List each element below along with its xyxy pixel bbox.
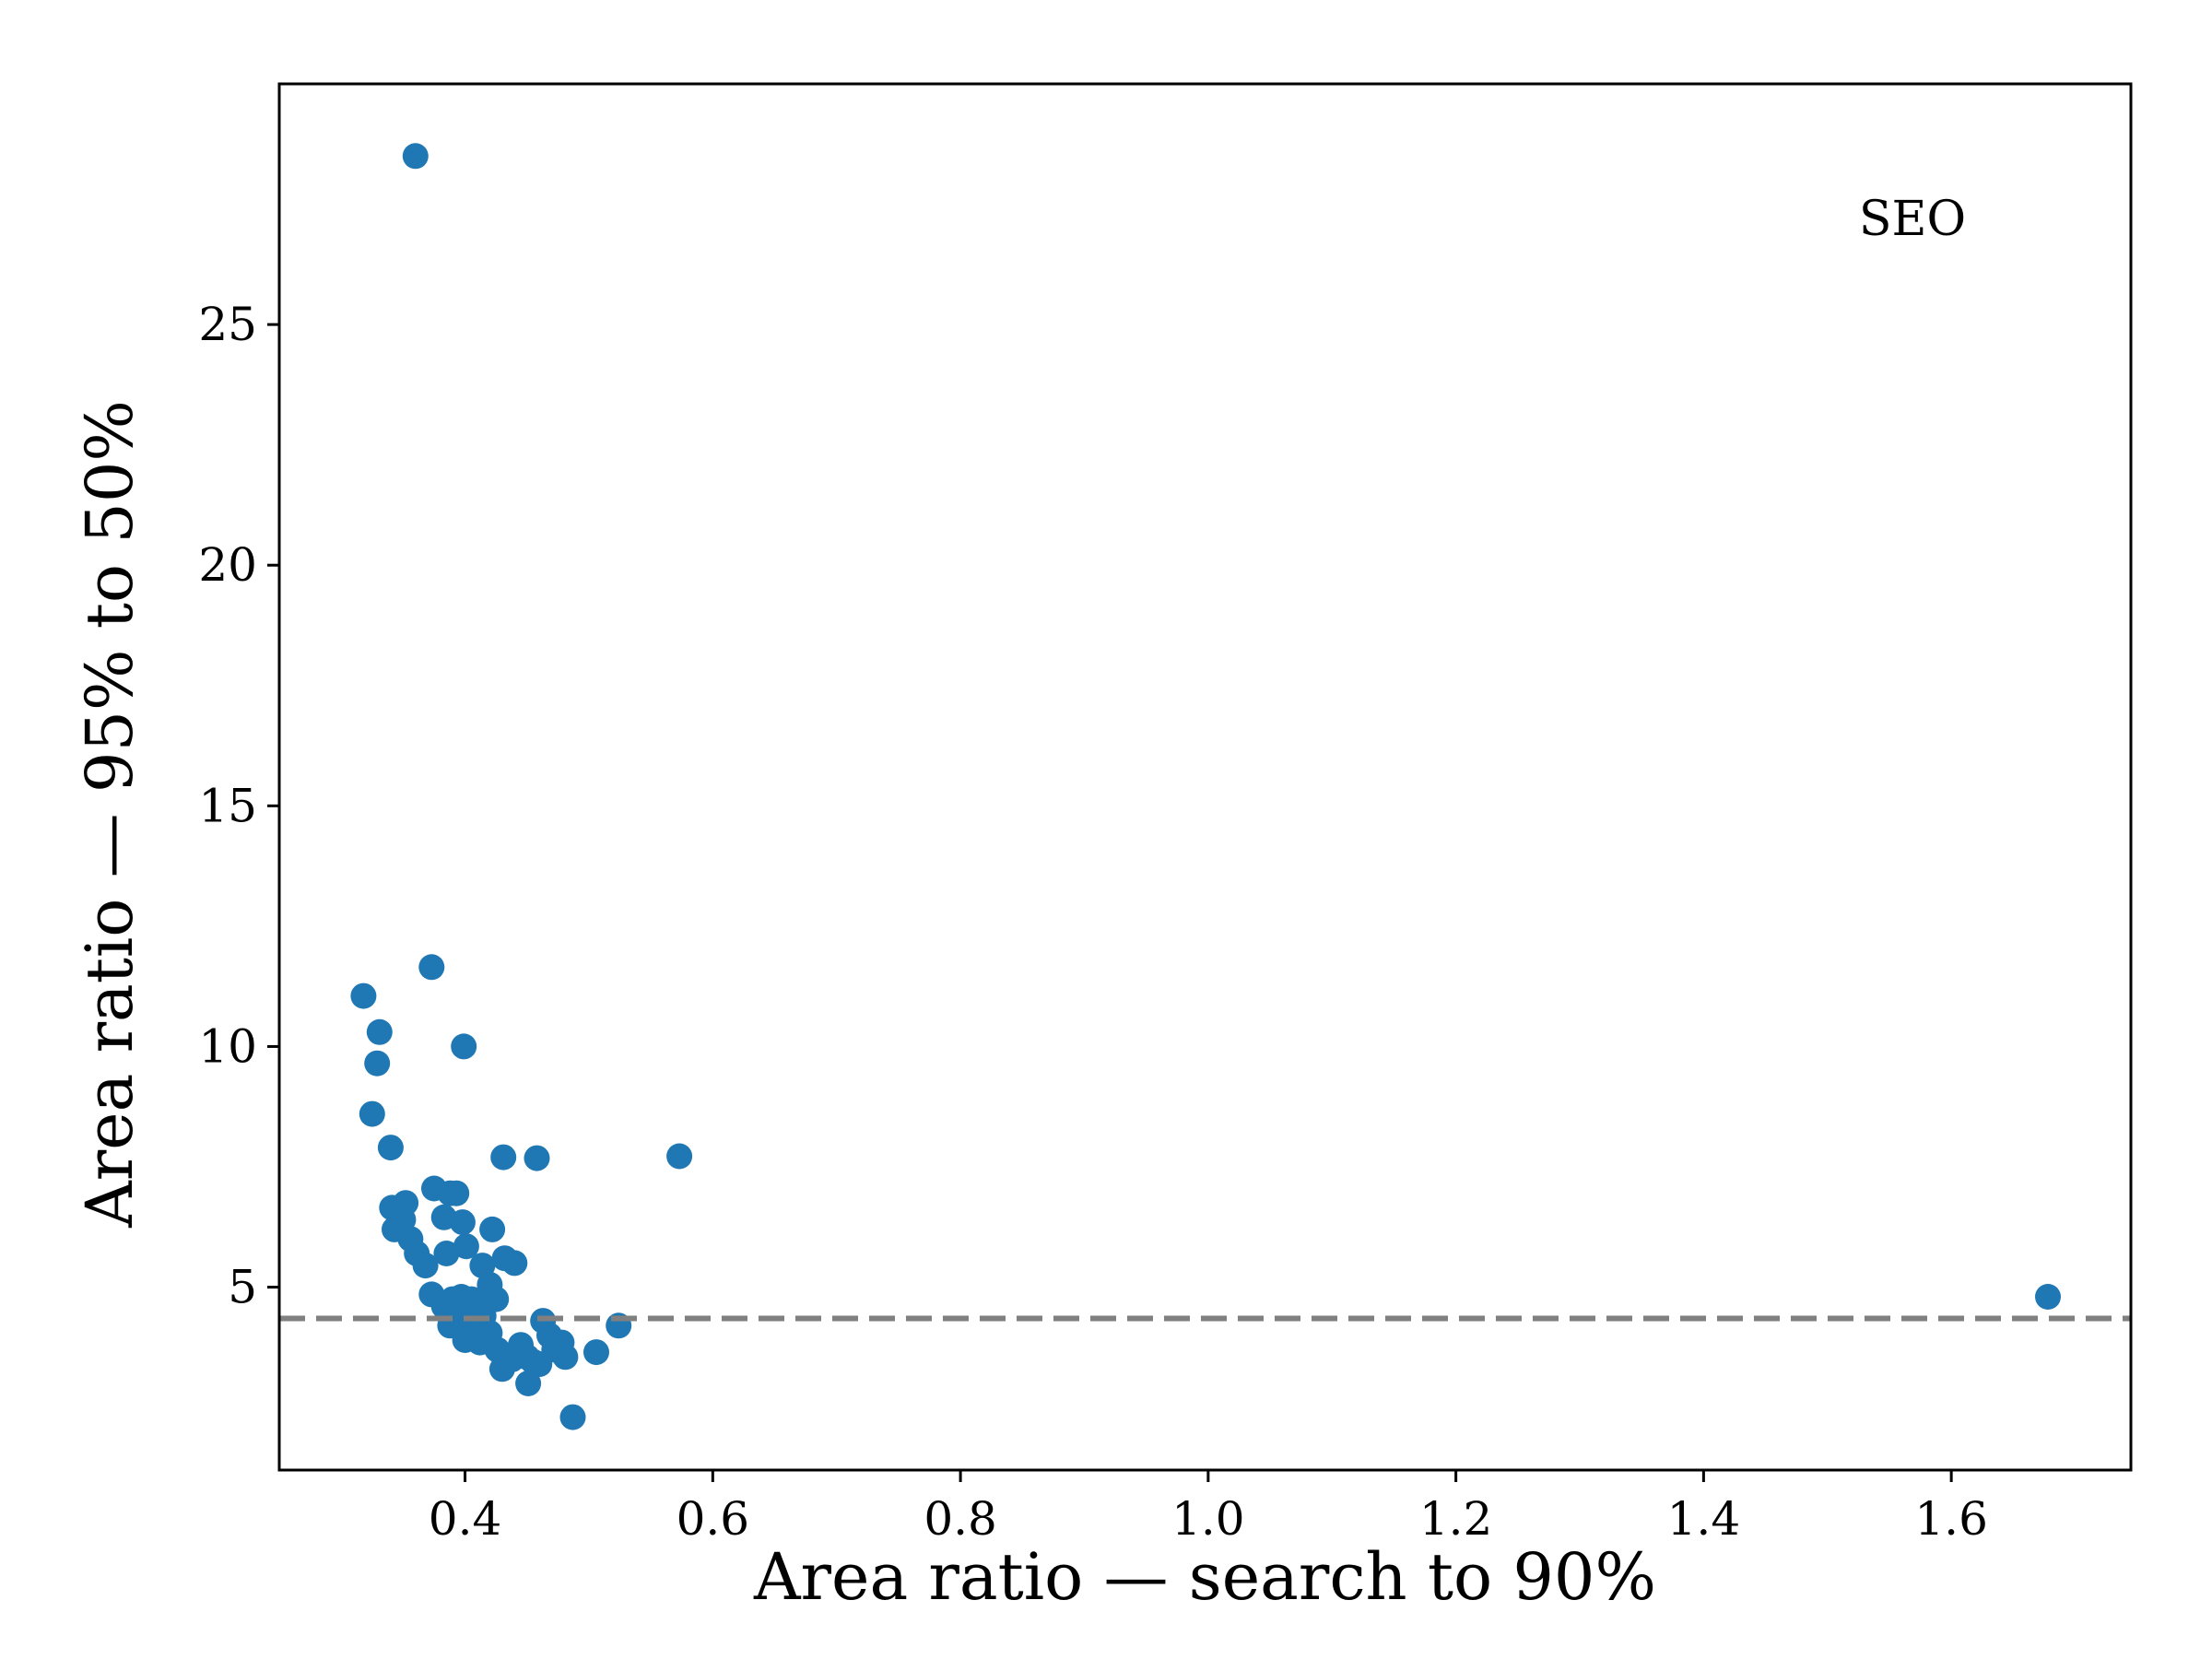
data-point <box>412 1253 439 1279</box>
x-axis-ticks: 0.4 0.6 0.8 1.0 1.2 1.4 1.6 <box>429 1470 1988 1546</box>
y-tick-label: 25 <box>198 298 257 351</box>
data-point <box>453 1233 479 1260</box>
data-point <box>515 1371 542 1396</box>
y-axis-ticks: 5 10 15 20 25 <box>198 298 279 1314</box>
x-tick-label: 1.4 <box>1667 1492 1741 1546</box>
plot-annotation: SEO <box>1859 192 1966 247</box>
data-point <box>449 1209 476 1236</box>
data-point <box>666 1143 693 1170</box>
y-axis-label: Area ratio — 95% to 50% <box>72 400 147 1229</box>
y-tick-label: 5 <box>228 1261 257 1314</box>
data-point <box>364 1050 391 1077</box>
data-point <box>418 954 445 981</box>
x-tick-label: 1.6 <box>1914 1492 1988 1546</box>
data-point <box>350 982 377 1009</box>
data-point <box>359 1100 385 1127</box>
data-point <box>583 1339 609 1366</box>
data-point <box>402 143 429 170</box>
y-tick-label: 15 <box>198 779 257 832</box>
data-point <box>479 1216 506 1242</box>
data-point <box>490 1144 517 1171</box>
data-point <box>451 1033 477 1060</box>
y-tick-label: 20 <box>198 538 257 592</box>
x-tick-label: 1.0 <box>1171 1492 1245 1546</box>
data-point <box>501 1250 528 1277</box>
data-point <box>483 1286 510 1312</box>
data-point <box>2035 1284 2061 1310</box>
data-point <box>559 1404 586 1430</box>
data-point <box>443 1180 470 1206</box>
x-tick-label: 0.6 <box>677 1492 750 1546</box>
data-point <box>433 1241 460 1266</box>
data-point <box>524 1145 550 1171</box>
plot-frame <box>277 82 2133 1472</box>
x-tick-label: 0.4 <box>429 1492 502 1546</box>
x-tick-label: 1.2 <box>1419 1492 1493 1546</box>
data-point <box>366 1018 393 1045</box>
x-tick-label: 0.8 <box>924 1492 997 1546</box>
x-axis-label: Area ratio — search to 90% <box>753 1539 1656 1615</box>
y-tick-label: 10 <box>198 1019 257 1073</box>
data-point <box>377 1135 404 1161</box>
data-points <box>350 143 2061 1430</box>
data-point <box>552 1344 579 1371</box>
